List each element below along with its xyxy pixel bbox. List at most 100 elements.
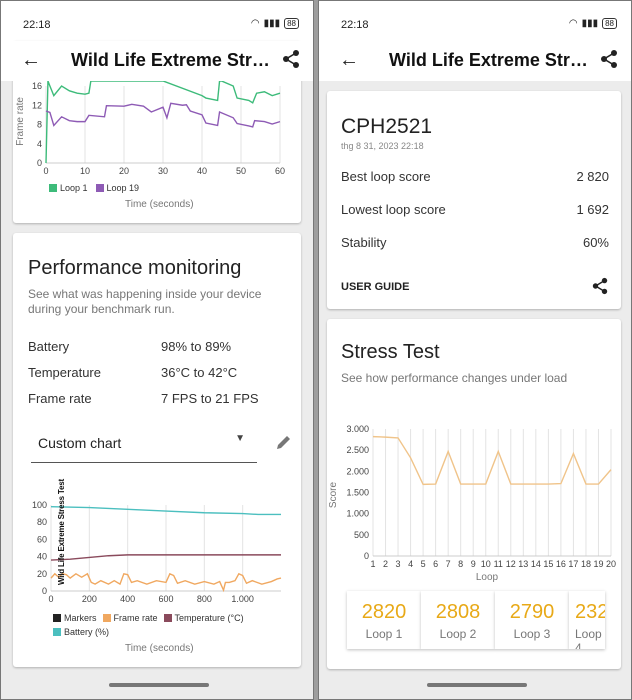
frame-rate-label: Frame rate — [28, 391, 92, 406]
y-tick-label: 500 — [354, 530, 369, 540]
section-title: Performance monitoring — [28, 257, 242, 279]
battery-icon: 88 — [602, 18, 617, 29]
x-tick-label: 10 — [481, 559, 491, 569]
gesture-handle — [427, 683, 527, 687]
x-tick-label: 12 — [506, 559, 516, 569]
y-tick-label: 60 — [37, 534, 47, 544]
best-loop-value: 2 820 — [576, 169, 609, 184]
x-tick-label: 18 — [581, 559, 591, 569]
x-tick-label: 11 — [494, 559, 503, 569]
test-date: thg 8 31, 2023 22:18 — [341, 141, 424, 151]
gesture-handle — [109, 683, 209, 687]
x-tick-label: 200 — [82, 594, 97, 604]
status-time: 22:18 — [341, 19, 369, 31]
series-line-loop-19 — [45, 102, 281, 128]
series-line-battery- — [50, 506, 281, 516]
status-bar: 22:18 ◠ ▮▮▮ 88 — [1, 1, 313, 41]
x-tick-label: 13 — [518, 559, 528, 569]
stability-value: 60% — [582, 235, 609, 250]
x-tick-label: 4 — [408, 559, 413, 569]
share-icon[interactable] — [591, 277, 609, 295]
x-tick-label: 800 — [197, 594, 212, 604]
x-tick-label: 50 — [236, 166, 246, 176]
x-tick-label: 1 — [370, 559, 375, 569]
temperature-label: Temperature — [28, 365, 101, 380]
x-tick-label: 3 — [396, 559, 401, 569]
stress-chart: 1 2 3 4 5 6 7 8 9 10 11 12 13 14 15 16 17 18 19 2005001.000… — [328, 424, 616, 583]
series-line-frame-rate — [50, 572, 282, 593]
y-tick-label: 2.000 — [346, 466, 369, 476]
y-tick-label: 20 — [37, 569, 47, 579]
status-time: 22:18 — [23, 19, 51, 31]
y-tick-label: 80 — [37, 517, 47, 527]
share-icon[interactable] — [599, 49, 619, 69]
x-tick-label: 9 — [471, 559, 476, 569]
chart-type-dropdown[interactable]: Custom chart ▼ — [31, 427, 257, 463]
x-tick-label: 17 — [568, 559, 578, 569]
legend-temperature: Temperature (°C) — [163, 613, 244, 623]
back-arrow-icon[interactable]: ← — [339, 49, 359, 71]
score-summary-card: CPH2521 thg 8 31, 2023 22:18 Best loop s… — [327, 91, 621, 309]
temperature-value: 36°C to 42°C — [161, 365, 238, 380]
x-tick-label: 40 — [197, 166, 207, 176]
x-tick-label: 30 — [158, 166, 168, 176]
battery-label: Battery — [28, 339, 70, 354]
dropdown-value: Custom chart — [38, 435, 122, 451]
loop-score-tile[interactable]: 2790 Loop 3 — [495, 591, 569, 649]
legend-frame-rate: Frame rate — [102, 613, 158, 623]
series-line-temperature-c- — [50, 554, 281, 561]
frame-rate-value: 7 FPS to 21 FPS — [161, 391, 259, 406]
series-line-score — [372, 435, 612, 486]
page-title: Wild Life Extreme Stress Test — [389, 50, 591, 70]
y-tick-label: 16 — [32, 81, 42, 91]
y-tick-label: 8 — [37, 120, 42, 130]
stress-test-card: Stress Test See how performance changes … — [327, 319, 621, 669]
section-title: Stress Test — [341, 341, 440, 363]
stability-label: Stability — [341, 235, 387, 250]
status-bar: 22:18 ◠ ▮▮▮ 88 — [319, 1, 631, 41]
battery-icon: 88 — [284, 18, 299, 29]
signal-icon: ▮▮▮ — [263, 18, 281, 29]
y-tick-label: 0 — [37, 158, 42, 168]
wifi-icon: ◠ — [250, 18, 260, 29]
x-tick-label: 15 — [543, 559, 553, 569]
x-tick-label: 400 — [120, 594, 135, 604]
right-screen: 22:18 ◠▮▮▮88 ← Wild Life Extreme Stress … — [318, 0, 632, 700]
legend-loop-1: Loop 1 — [49, 183, 88, 193]
y-tick-label: 3.000 — [346, 424, 369, 434]
custom-chart: 0 200 400 600 800 1.000 0 20 40 60 80 100 — [32, 500, 282, 604]
x-tick-label: 16 — [556, 559, 566, 569]
y-tick-label: 40 — [37, 552, 47, 562]
y-tick-label: 0 — [364, 551, 369, 561]
y-tick-label: 0 — [42, 586, 47, 596]
back-arrow-icon[interactable]: ← — [21, 49, 41, 71]
series-line-loop-1 — [45, 80, 281, 164]
x-tick-label: 6 — [433, 559, 438, 569]
section-description: See how performance changes under load — [341, 371, 568, 385]
loop-score-tile[interactable]: 2808 Loop 2 — [421, 591, 495, 649]
y-tick-label: 2.500 — [346, 445, 369, 455]
share-icon[interactable] — [281, 49, 301, 69]
edit-pencil-icon[interactable] — [275, 433, 293, 451]
x-tick-label: 10 — [80, 166, 90, 176]
x-tick-label: 1.000 — [231, 594, 254, 604]
marker-label: Wild Life Extreme Stress Test — [57, 479, 66, 586]
x-tick-label: 0 — [48, 594, 53, 604]
app-bar: ← Wild Life Extreme Stress Test — [1, 41, 313, 81]
x-tick-label: 60 — [275, 166, 285, 176]
x-tick-label: 8 — [458, 559, 463, 569]
battery-value: 98% to 89% — [161, 339, 232, 354]
user-guide-link[interactable]: USER GUIDE — [341, 281, 410, 293]
section-description: See what was happening inside your devic… — [28, 287, 262, 316]
y-tick-label: 1.000 — [346, 509, 369, 519]
x-tick-label: 5 — [421, 559, 426, 569]
x-tick-label: 600 — [158, 594, 173, 604]
signal-icon: ▮▮▮ — [581, 18, 599, 29]
x-axis-label: Time (seconds) — [125, 643, 194, 654]
lowest-loop-label: Lowest loop score — [341, 202, 446, 217]
legend-markers: Markers — [53, 613, 97, 623]
loop-score-tile[interactable]: 2320Loop 4 — [569, 591, 605, 649]
y-tick-label: 4 — [37, 139, 42, 149]
x-tick-label: 0 — [43, 166, 48, 176]
loop-score-tile[interactable]: 2820 Loop 1 — [347, 591, 421, 649]
